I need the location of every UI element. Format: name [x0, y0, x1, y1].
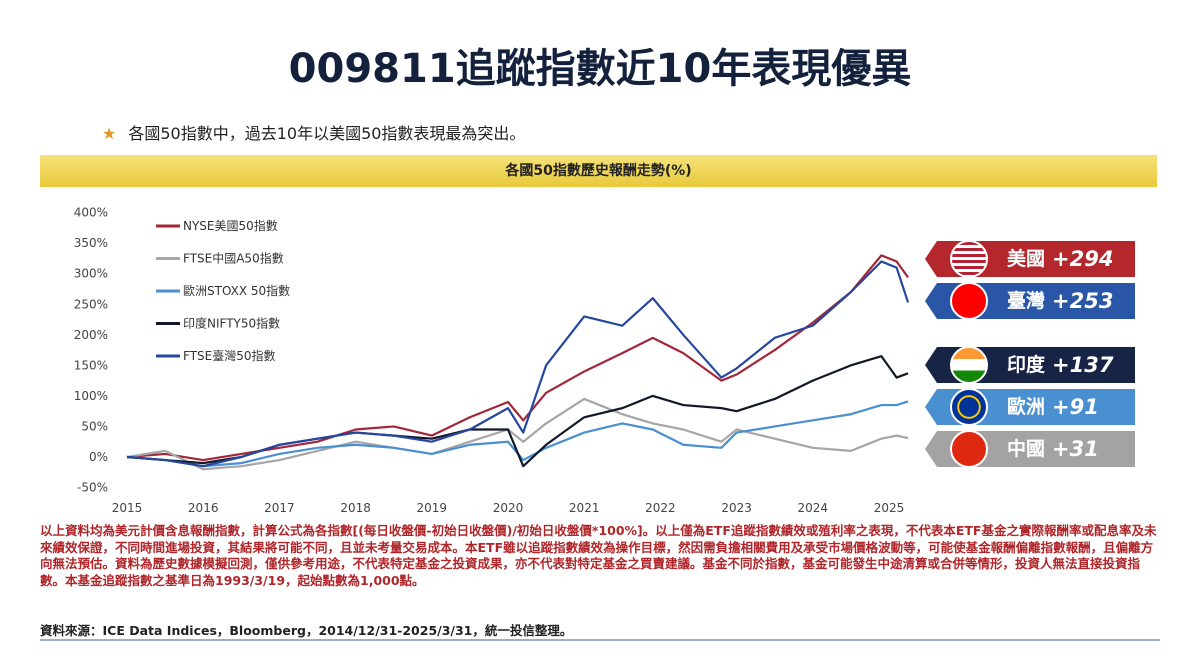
return-tag: 歐洲 +91 [925, 389, 1135, 425]
page-title: 009811追蹤指數近10年表現優異 [288, 46, 912, 92]
y-tick-label: 250% [74, 297, 108, 311]
series-line-0 [126, 254, 909, 462]
series-line-3 [126, 355, 909, 468]
tag-value: +137 [1052, 353, 1114, 377]
legend-label: 印度NIFTY50指數 [183, 316, 280, 331]
x-tick-label: 2016 [188, 501, 219, 515]
x-tick-label: 2020 [493, 501, 524, 515]
y-tick-label: 50% [81, 419, 108, 433]
tag-label: 美國 [1007, 248, 1046, 270]
us-flag-icon [950, 241, 988, 277]
x-tick-label: 2017 [264, 501, 295, 515]
chart-title: 各國50指數歷史報酬走勢(%) [40, 155, 1157, 187]
eu-flag-icon [950, 389, 988, 425]
tag-label: 中國 [1007, 438, 1046, 460]
tag-label: 歐洲 [1007, 396, 1046, 418]
x-tick-label: 2025 [874, 501, 905, 515]
y-tick-label: -50% [77, 481, 108, 495]
data-source: 資料來源：ICE Data Indices，Bloomberg，2014/12/… [40, 620, 1160, 641]
legend-label: NYSE美國50指數 [183, 218, 278, 233]
legend-label: FTSE中國A50指數 [183, 251, 284, 266]
star-icon: ★ [102, 124, 117, 143]
x-tick-label: 2022 [645, 501, 676, 515]
tag-label: 印度 [1007, 354, 1046, 376]
x-tick-label: 2015 [112, 501, 143, 515]
y-tick-label: 0% [89, 450, 108, 464]
disclaimer: 以上資料均為美元計價含息報酬指數，計算公式為各指數[(每日收盤價-初始日收盤價)… [40, 523, 1157, 588]
line-chart: -50% 0% 50% 100% 150% 200% 250% 300% 350% 400% 201… [74, 206, 910, 515]
return-tag: 中國 +31 [925, 431, 1135, 467]
series-line-1 [126, 397, 909, 471]
return-tag: 印度 +137 [925, 347, 1135, 383]
x-tick-label: 2018 [340, 501, 371, 515]
x-tick-label: 2023 [721, 501, 752, 515]
india-flag-icon [950, 347, 988, 383]
legend-label: FTSE臺灣50指數 [183, 348, 276, 363]
return-tag: 美國 +294 [925, 241, 1135, 277]
x-tick-label: 2021 [569, 501, 600, 515]
bullet-point: ★ 各國50指數中，過去10年以美國50指數表現最為突出。 [102, 120, 525, 144]
legend-label: 歐洲STOXX 50指數 [183, 283, 290, 298]
tag-label: 臺灣 [1007, 290, 1046, 312]
tag-value: +253 [1052, 289, 1114, 313]
y-tick-label: 150% [74, 358, 108, 372]
y-tick-label: 350% [74, 236, 108, 250]
x-tick-label: 2019 [417, 501, 448, 515]
tag-value: +294 [1052, 247, 1114, 271]
series-line-2 [126, 400, 909, 468]
y-tick-label: 100% [74, 389, 108, 403]
return-tag: 臺灣 +253 [925, 283, 1135, 319]
series-line-4 [126, 260, 910, 468]
y-tick-label: 300% [74, 267, 108, 281]
y-tick-label: 200% [74, 328, 108, 342]
tag-value: +91 [1052, 395, 1099, 419]
tag-value: +31 [1052, 437, 1099, 461]
taiwan-flag-icon [950, 283, 988, 319]
y-tick-label: 400% [74, 206, 108, 220]
china-flag-icon [950, 431, 988, 467]
bullet-text: 各國50指數中，過去10年以美國50指數表現最為突出。 [128, 124, 526, 143]
x-tick-label: 2024 [798, 501, 829, 515]
